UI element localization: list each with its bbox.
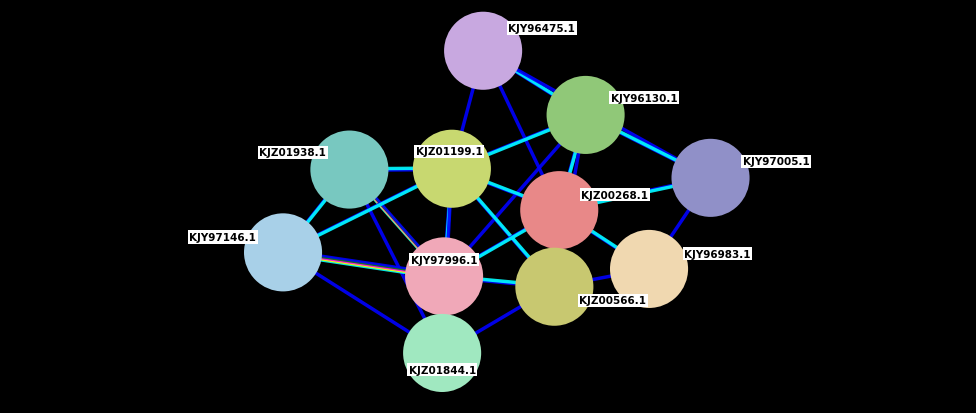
Ellipse shape <box>671 140 750 217</box>
Ellipse shape <box>547 77 625 154</box>
Ellipse shape <box>405 238 483 316</box>
Text: KJY97996.1: KJY97996.1 <box>411 255 477 265</box>
Text: KJY97146.1: KJY97146.1 <box>189 233 256 242</box>
Ellipse shape <box>610 230 688 308</box>
Ellipse shape <box>520 172 598 249</box>
Ellipse shape <box>403 314 481 392</box>
Ellipse shape <box>515 248 593 326</box>
Text: KJY96130.1: KJY96130.1 <box>611 93 677 103</box>
Text: KJZ01199.1: KJZ01199.1 <box>416 147 482 157</box>
Ellipse shape <box>244 214 322 292</box>
Text: KJZ00566.1: KJZ00566.1 <box>580 296 646 306</box>
Ellipse shape <box>310 131 388 209</box>
Text: KJY97005.1: KJY97005.1 <box>743 157 809 167</box>
Text: KJZ00268.1: KJZ00268.1 <box>582 190 648 200</box>
Text: KJZ01844.1: KJZ01844.1 <box>409 365 475 375</box>
Text: KJZ01938.1: KJZ01938.1 <box>260 148 326 158</box>
Ellipse shape <box>413 131 491 208</box>
Ellipse shape <box>444 13 522 90</box>
Text: KJY96475.1: KJY96475.1 <box>508 24 575 34</box>
Text: KJY96983.1: KJY96983.1 <box>684 249 751 259</box>
